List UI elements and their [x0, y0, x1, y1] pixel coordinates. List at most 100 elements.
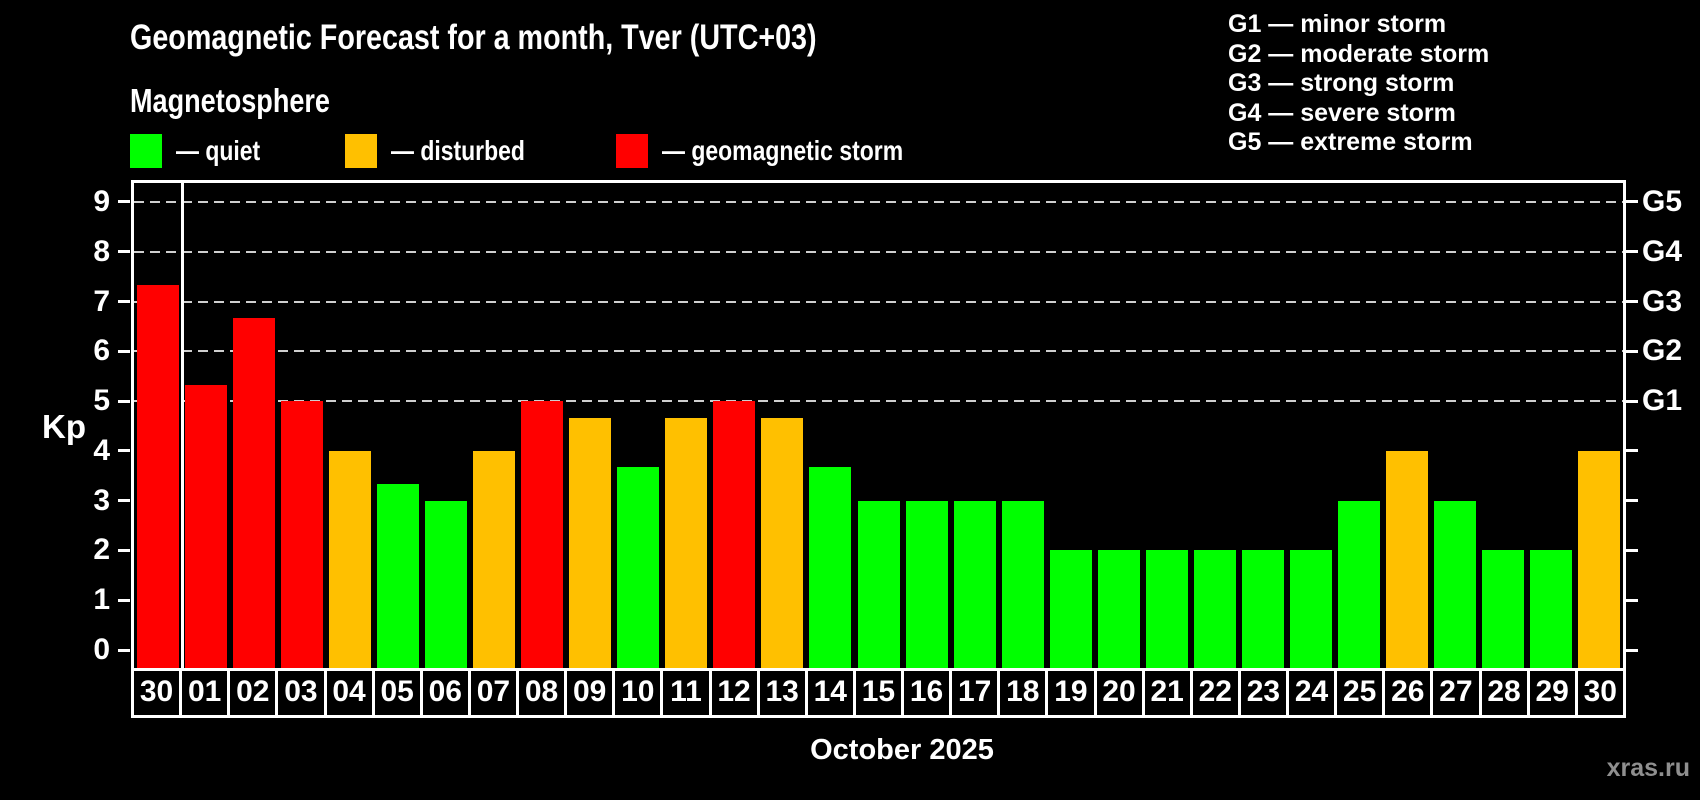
g-scale-label: G3 [1642, 284, 1683, 318]
bar [617, 467, 660, 668]
day-cell: 21 [1145, 671, 1193, 715]
bar [905, 500, 948, 668]
day-cell: 25 [1337, 671, 1386, 715]
bar [1097, 550, 1140, 668]
chart-title: Geomagnetic Forecast for a month, Tver (… [130, 18, 817, 57]
bar [377, 484, 420, 668]
g-scale-legend-line: G3 — strong storm [1228, 69, 1455, 98]
y-axis-title: Kp [42, 408, 86, 445]
grid-line [134, 200, 1623, 203]
bar [281, 401, 324, 668]
day-cell: 02 [230, 671, 279, 715]
bar [713, 401, 756, 668]
axis-tick-right [1626, 648, 1638, 652]
legend-label-disturbed: — disturbed [391, 135, 525, 166]
quiet-color-swatch [130, 134, 162, 168]
g-scale-legend-line: G4 — severe storm [1228, 98, 1456, 127]
grid-line [134, 400, 1623, 403]
axis-tick-right [1626, 399, 1638, 403]
y-axis-tick-label: 0 [93, 633, 110, 666]
y-axis-tick-label: 8 [93, 234, 110, 268]
y-axis-tick-label: 9 [93, 184, 110, 218]
y-axis-tick-label: 1 [93, 583, 110, 617]
legend-item-quiet: — quiet [130, 134, 279, 168]
x-axis-title: October 2025 [810, 734, 994, 766]
bar [1289, 550, 1332, 668]
plot-area [131, 180, 1626, 668]
bar [1337, 500, 1380, 668]
axis-tick-left [118, 200, 130, 204]
day-cell: 30 [134, 671, 183, 715]
g-scale-label: G1 [1642, 384, 1683, 418]
g-scale-legend-line: G1 — minor storm [1228, 10, 1447, 38]
bar [1193, 550, 1236, 668]
y-axis-tick-label: 4 [93, 433, 110, 467]
day-cell: 17 [952, 671, 1001, 715]
day-cell: 14 [808, 671, 856, 715]
watermark: xras.ru [1606, 754, 1690, 782]
axis-tick-left [118, 250, 130, 254]
bar [1241, 550, 1284, 668]
bar [329, 450, 372, 668]
day-cell: 06 [423, 671, 471, 715]
day-cell: 09 [567, 671, 616, 715]
bar [1433, 500, 1476, 668]
day-cell: 10 [615, 671, 664, 715]
day-cell: 27 [1433, 671, 1482, 715]
axis-tick-right [1626, 499, 1638, 503]
day-cell: 07 [471, 671, 519, 715]
axis-tick-left [118, 399, 130, 403]
bar [473, 450, 516, 668]
month-separator-line [180, 183, 184, 668]
legend-item-storm: — geomagnetic storm [616, 134, 956, 168]
y-axis-tick-label: 3 [93, 483, 110, 517]
grid-line [134, 350, 1623, 353]
day-cell: 13 [760, 671, 808, 715]
bar [1385, 450, 1428, 668]
day-cell: 22 [1193, 671, 1241, 715]
day-cell: 18 [1000, 671, 1049, 715]
bar [1481, 550, 1524, 668]
axis-tick-right [1626, 200, 1638, 204]
day-cell: 16 [904, 671, 953, 715]
g-scale-legend: G1 — minor storm G2 — moderate storm G3 … [1228, 10, 1489, 158]
bar [665, 417, 708, 668]
y-axis-tick-label: 5 [93, 384, 110, 418]
day-cell: 08 [519, 671, 568, 715]
legend-label-quiet: — quiet [176, 135, 261, 166]
axis-tick-left [118, 449, 130, 453]
day-cell: 28 [1482, 671, 1530, 715]
axis-tick-right [1626, 250, 1638, 254]
storm-color-swatch [616, 134, 648, 168]
day-cell: 12 [712, 671, 760, 715]
axis-tick-right [1626, 548, 1638, 552]
bar [137, 285, 179, 668]
g-scale-legend-line: G5 — extreme storm [1228, 128, 1473, 157]
axis-tick-right [1626, 449, 1638, 453]
bar [1529, 550, 1572, 668]
legend-label-storm: — geomagnetic storm [662, 135, 904, 166]
day-cell: 24 [1289, 671, 1338, 715]
day-cell: 01 [182, 671, 231, 715]
bar [521, 401, 564, 668]
bar [1577, 450, 1620, 668]
g-scale-label: G2 [1642, 334, 1683, 368]
y-axis-tick-label: 6 [93, 334, 110, 368]
y-axis-tick-label: 7 [93, 284, 110, 318]
bar [185, 384, 227, 668]
bar [1049, 550, 1092, 668]
g-scale-label: G4 [1642, 234, 1683, 268]
axis-tick-right [1626, 349, 1638, 353]
chart-subtitle: Magnetosphere [130, 82, 330, 119]
bar [953, 500, 996, 668]
x-axis-day-row: 30 01 02 03 04 05 06 07 08 09 10 11 12 13 14 15 16 17 18 19… [131, 668, 1626, 718]
day-cell: 30 [1583, 675, 1617, 708]
axis-tick-right [1626, 300, 1638, 304]
day-cell: 23 [1241, 671, 1289, 715]
axis-tick-left [118, 300, 130, 304]
day-cell: 05 [375, 671, 423, 715]
bar [233, 318, 276, 668]
bar [761, 417, 804, 668]
axis-tick-left [118, 648, 130, 652]
axis-tick-right [1626, 598, 1638, 602]
